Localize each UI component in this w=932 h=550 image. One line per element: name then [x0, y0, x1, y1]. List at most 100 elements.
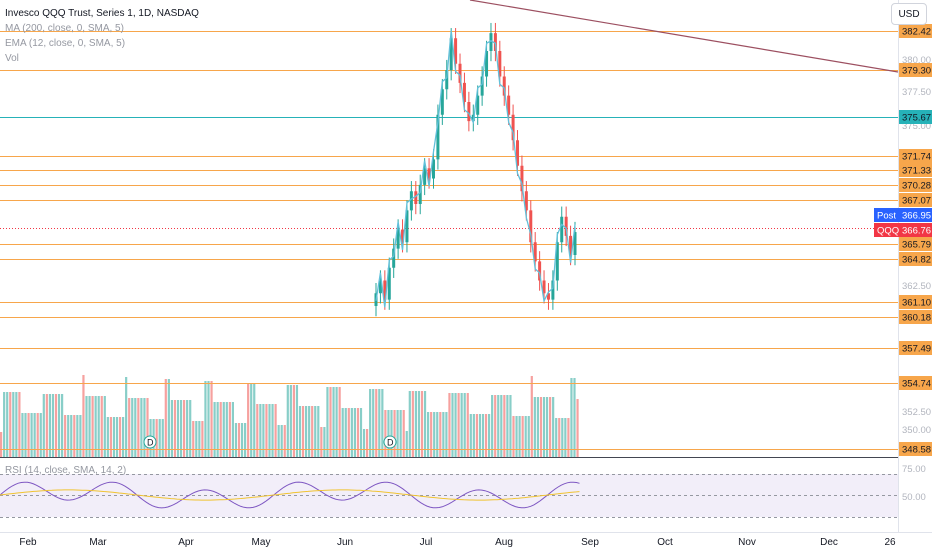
volume-bar [362, 429, 366, 457]
candle-body[interactable] [401, 229, 405, 243]
volume-bar [42, 394, 45, 457]
candle-body[interactable] [511, 114, 515, 141]
candle-body[interactable] [498, 51, 502, 77]
volume-bar [417, 391, 421, 457]
candle-body[interactable] [467, 102, 471, 122]
candle-body[interactable] [392, 248, 396, 268]
volume-bar [97, 396, 100, 457]
volume-bar [463, 393, 466, 457]
candle-body[interactable] [445, 70, 449, 90]
price-level-label: 379.30 [902, 66, 931, 77]
candle-body[interactable] [546, 293, 550, 300]
price-level-label: 375.67 [902, 113, 931, 124]
candle-body[interactable] [560, 216, 564, 243]
volume-bar [277, 425, 280, 457]
volume-bar [454, 393, 457, 457]
volume-bar [192, 421, 195, 457]
candle-body[interactable] [414, 191, 418, 204]
trend-line[interactable] [469, 0, 899, 73]
current-price-value: 366.95 [902, 211, 931, 222]
volume-bar [521, 416, 524, 457]
candle-body[interactable] [458, 63, 462, 83]
volume-bars [0, 375, 579, 457]
candle-body[interactable] [427, 168, 431, 179]
time-axis-label: Mar [89, 537, 107, 548]
candle-body[interactable] [493, 33, 497, 51]
candle-body[interactable] [485, 51, 489, 77]
candle-body[interactable] [564, 216, 568, 236]
time-axis-label: Sep [581, 537, 599, 548]
candle-body[interactable] [538, 261, 542, 281]
volume-bar [478, 414, 482, 457]
volume-bar [234, 423, 238, 457]
volume-bar [518, 416, 521, 457]
candle-body[interactable] [573, 232, 577, 255]
candle-body[interactable] [387, 267, 391, 300]
volume-bar [460, 393, 463, 457]
currency-button[interactable]: USD [891, 3, 927, 25]
candle-body[interactable] [524, 191, 528, 211]
price-level-label: 364.82 [902, 255, 931, 266]
candle-body[interactable] [516, 140, 520, 166]
candle-body[interactable] [405, 210, 409, 243]
dividend-marker[interactable] [143, 435, 157, 449]
candle-body[interactable] [423, 168, 427, 185]
candle-body[interactable] [449, 38, 453, 71]
volume-bar [88, 396, 91, 457]
price-level-label-bg [899, 376, 932, 390]
candle-body[interactable] [436, 114, 440, 160]
candle-body[interactable] [551, 280, 555, 300]
price-level-label: 348.58 [902, 445, 931, 456]
symbol-title[interactable]: Invesco QQQ Trust, Series 1, 1D, NASDAQ [5, 8, 199, 19]
volume-bar [399, 410, 402, 457]
candle-body[interactable] [529, 210, 533, 243]
rsi-ma-line [0, 489, 580, 501]
candle-body[interactable] [440, 89, 444, 115]
volume-bar [122, 417, 125, 457]
candle-body[interactable] [396, 229, 400, 249]
candle-body[interactable] [476, 95, 480, 115]
volume-bar [231, 402, 234, 457]
price-axis-labels: 382.42 379.30 375.67 371.74 371.33 370.28 367.… [874, 24, 932, 456]
candle-body[interactable] [409, 191, 413, 211]
candle-body[interactable] [502, 76, 506, 96]
candle-body[interactable] [569, 235, 573, 255]
candle-body[interactable] [383, 280, 387, 300]
volume-bar [338, 387, 341, 457]
volume-bar [210, 381, 213, 457]
volume-bar [359, 408, 363, 457]
candle-body[interactable] [431, 159, 435, 179]
volume-bar [570, 378, 573, 457]
volume-bar [402, 410, 405, 457]
volume-bar [9, 392, 12, 457]
candle-body[interactable] [480, 76, 484, 96]
volume-bar [274, 404, 277, 457]
volume-bar [561, 418, 564, 457]
volume-bar [366, 429, 369, 457]
candle-body[interactable] [454, 38, 458, 64]
volume-bar [527, 416, 530, 457]
dividend-marker[interactable] [383, 435, 397, 449]
candle-body[interactable] [507, 95, 511, 115]
volume-bar [408, 391, 411, 457]
candle-body[interactable] [378, 280, 382, 294]
volume-bar [30, 413, 33, 457]
candle-body[interactable] [462, 82, 466, 102]
volume-bar [207, 381, 210, 457]
volume-bar [512, 416, 515, 457]
rsi-legend[interactable]: RSI (14, close, SMA, 14, 2) [5, 465, 127, 476]
candle-body[interactable] [520, 165, 524, 192]
candle-body[interactable] [418, 184, 422, 204]
volume-bar [332, 387, 335, 457]
volume-bar [469, 414, 472, 457]
candle-body[interactable] [555, 242, 559, 281]
time-axis-label: 26 [884, 537, 896, 548]
candle-body[interactable] [533, 242, 537, 262]
ema-legend[interactable]: EMA (12, close, 0, SMA, 5) [5, 38, 126, 49]
candle-body[interactable] [542, 280, 546, 294]
ma-legend[interactable]: MA (200, close, 0, SMA, 5) [5, 23, 124, 34]
vol-legend[interactable]: Vol [5, 53, 19, 64]
candle-body[interactable] [489, 33, 493, 51]
volume-bar [51, 394, 55, 457]
